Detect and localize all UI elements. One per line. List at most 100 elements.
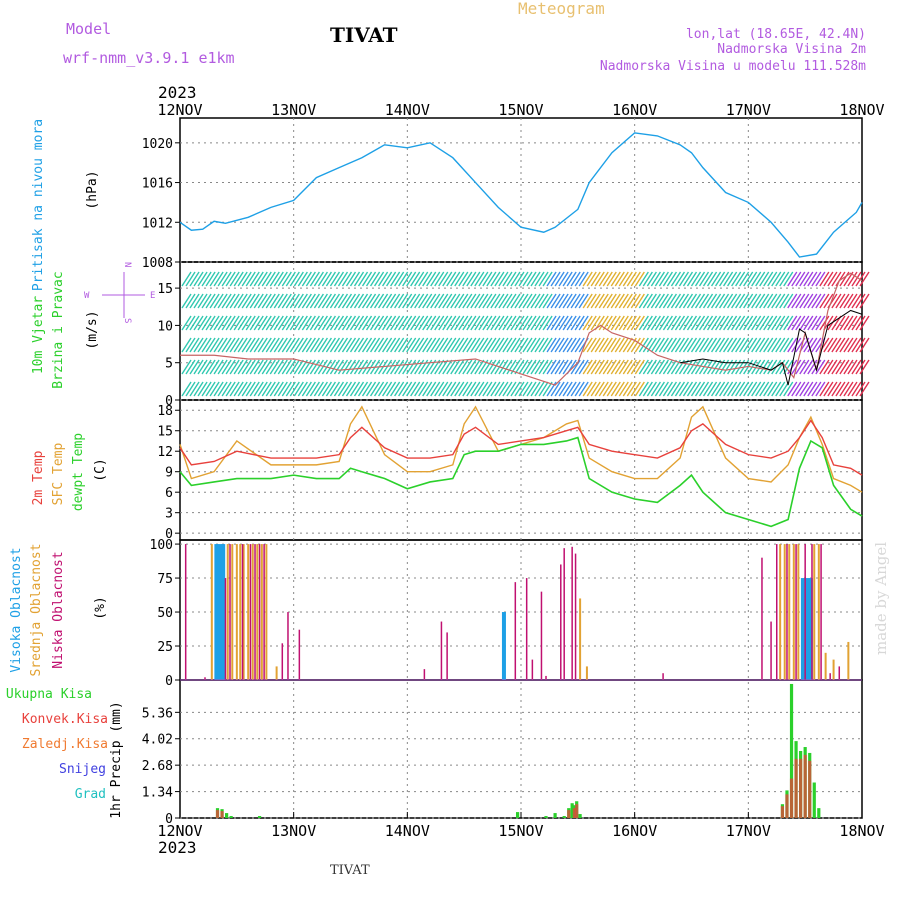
wind-barb <box>245 293 256 309</box>
wind-barb <box>414 337 425 353</box>
wind-barb <box>446 337 457 353</box>
wind-barb <box>614 293 625 309</box>
wind-barb <box>618 381 629 397</box>
cloud-bar-mid <box>226 544 229 680</box>
wind-barb <box>727 293 738 309</box>
wind-barb <box>851 293 862 309</box>
wind-barb <box>582 315 593 331</box>
wind-barb <box>739 381 750 397</box>
wind-barb <box>674 337 686 353</box>
wind-barb <box>454 381 465 397</box>
wind-barb <box>594 359 605 375</box>
wind-barb <box>743 293 754 309</box>
wind-barb <box>735 337 746 353</box>
wind-barb <box>398 337 409 353</box>
wind-barb <box>398 381 409 397</box>
wind-barb <box>751 293 762 309</box>
wind-barb <box>474 271 485 287</box>
wind-barb <box>722 315 734 331</box>
wind-barb <box>237 337 248 353</box>
wind-barb <box>590 381 601 397</box>
wind-barb <box>722 271 734 287</box>
wind-barb <box>803 271 814 287</box>
wind-barb <box>823 271 834 287</box>
wind-barb <box>438 381 449 397</box>
wind-barb <box>261 359 272 375</box>
wind-barb <box>731 381 742 397</box>
wind-barb <box>185 359 196 375</box>
wind-barb <box>442 315 453 331</box>
wind-barb <box>562 271 573 287</box>
wind-barb <box>369 293 381 309</box>
wind-barb <box>859 293 870 309</box>
wind-barb <box>714 315 726 331</box>
wind-barb <box>221 359 232 375</box>
wind-barb <box>474 293 485 309</box>
wind-barb <box>811 337 822 353</box>
wind-barb <box>458 337 469 353</box>
wind-barb <box>313 271 324 287</box>
wind-barb <box>426 271 437 287</box>
wind-barb <box>221 337 232 353</box>
wind-barb <box>570 271 581 287</box>
wind-barb <box>702 293 714 309</box>
wind-barb <box>534 315 545 331</box>
wind-barb <box>249 271 260 287</box>
wind-barb <box>518 293 529 309</box>
wind-barb <box>410 381 421 397</box>
wind-barb <box>751 337 762 353</box>
wind-barb <box>638 293 649 309</box>
wind-barb <box>538 337 549 353</box>
wind-barb <box>502 271 513 287</box>
wind-barb <box>450 271 461 287</box>
wind-barb <box>321 271 333 287</box>
wind-barb <box>369 337 381 353</box>
wind-barb <box>466 315 477 331</box>
wind-barb <box>249 315 260 331</box>
wind-barb <box>221 271 232 287</box>
wind-barb <box>450 337 461 353</box>
wind-barb <box>197 271 208 287</box>
wind-barb <box>562 381 573 397</box>
wind-barb <box>349 337 361 353</box>
wind-barb <box>458 271 469 287</box>
wind-barb <box>265 315 276 331</box>
wind-barb <box>558 315 569 331</box>
wind-barb <box>241 315 252 331</box>
wind-barb <box>847 315 858 331</box>
model-name: wrf-nmm_v3.9.1 e1km <box>63 49 235 67</box>
wind-barb <box>670 315 682 331</box>
wind-barb <box>253 359 264 375</box>
x-tick-label-top: 16NOV <box>612 101 657 119</box>
wind-barb <box>217 293 228 309</box>
wind-barb <box>534 337 545 353</box>
wind-barb <box>353 293 365 309</box>
y-tick-label: 0 <box>165 394 173 409</box>
wind-barb <box>349 293 361 309</box>
wind-barb <box>221 293 232 309</box>
cloud-axis-label-3: Niska Oblacnost <box>51 551 66 668</box>
wind-barb <box>686 315 698 331</box>
wind-barb <box>763 293 774 309</box>
cloud-bar-mid <box>788 544 791 680</box>
wind-barb <box>791 271 802 287</box>
wind-barb <box>763 381 774 397</box>
wind-compass: W E N S <box>84 262 155 323</box>
wind-barb <box>402 381 413 397</box>
wind-barb <box>823 337 834 353</box>
wind-barb <box>446 381 457 397</box>
wind-barb <box>642 359 653 375</box>
wind-barb <box>558 359 569 375</box>
wind-barb <box>594 293 605 309</box>
wind-barb <box>550 337 561 353</box>
wind-barb <box>827 271 838 287</box>
wind-barb <box>345 293 357 309</box>
cloud-bar-low <box>795 544 797 680</box>
wind-barb <box>426 337 437 353</box>
wind-barb <box>361 271 373 287</box>
temp-axis-label-3: dewpt Temp <box>71 433 86 511</box>
wind-barb <box>434 271 445 287</box>
wind-barb <box>859 359 870 375</box>
wind-barb <box>735 293 746 309</box>
wind-barb <box>181 293 192 309</box>
